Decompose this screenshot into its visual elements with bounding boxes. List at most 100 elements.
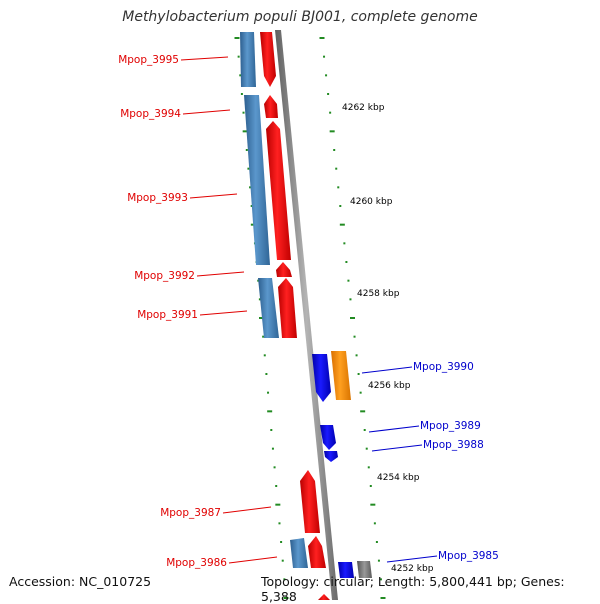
cds-mpop-3995-red <box>260 32 276 87</box>
cds-mpop-3989-darkblue <box>320 425 336 450</box>
leader-line <box>368 425 420 433</box>
tick-mark <box>249 186 252 189</box>
tick-mark <box>250 205 253 207</box>
tick-mark <box>379 578 382 581</box>
tick-mark <box>355 354 358 357</box>
gene-label[interactable]: Mpop_3986 <box>166 557 227 569</box>
leader-line <box>180 56 229 61</box>
tick-marks-right <box>319 37 386 599</box>
gene-label[interactable]: Mpop_3989 <box>420 420 481 432</box>
tick-mark <box>242 130 248 133</box>
tick-mark <box>281 559 284 562</box>
gene-label[interactable]: Mpop_3985 <box>438 550 499 562</box>
cds-mpop-3995-blue <box>240 32 256 87</box>
gene-label[interactable]: Mpop_3987 <box>160 507 221 519</box>
gene-label[interactable]: Mpop_3993 <box>127 192 188 204</box>
cds-next-red <box>318 594 330 600</box>
gene-label[interactable]: Mpop_3992 <box>134 270 195 282</box>
tick-mark <box>377 559 380 562</box>
tick-mark <box>247 167 250 170</box>
gene-label[interactable]: Mpop_3995 <box>118 54 179 66</box>
leader-line <box>228 556 278 564</box>
tick-mark <box>283 597 289 599</box>
tick-mark <box>280 541 283 543</box>
tick-mark <box>259 317 264 319</box>
tick-mark <box>347 279 350 282</box>
tick-mark <box>353 335 356 338</box>
tick-mark <box>363 429 366 431</box>
leader-line <box>189 193 238 199</box>
tick-mark <box>350 317 355 319</box>
left-track-blue <box>240 32 308 568</box>
leader-line <box>196 271 245 277</box>
cds-mpop-3985-gray <box>357 561 372 578</box>
cds-mpop-3994-red <box>264 95 278 118</box>
scale-label: 4254 kbp <box>377 473 420 483</box>
gene-label[interactable]: Mpop_3990 <box>413 361 474 373</box>
tick-mark <box>325 74 328 77</box>
tick-mark <box>271 447 274 450</box>
map-title: Methylobacterium populi BJ001, complete … <box>122 9 478 25</box>
tick-mark <box>283 578 286 581</box>
gene-label[interactable]: Mpop_3988 <box>423 439 484 451</box>
tick-mark <box>329 130 335 133</box>
tick-mark <box>380 597 386 599</box>
tick-mark <box>323 55 326 58</box>
tick-mark <box>273 466 276 469</box>
tick-mark <box>258 298 261 301</box>
cds-mpop-3985-darkblue <box>338 562 354 578</box>
tick-marks-left <box>234 37 289 599</box>
leader-line <box>361 366 413 374</box>
cds-mpop-3987-red <box>300 470 320 533</box>
leader-line <box>371 444 423 452</box>
tick-mark <box>343 242 346 245</box>
cds-mpop-3992-red <box>276 262 292 277</box>
tick-mark <box>369 485 372 487</box>
leader-line <box>199 310 248 316</box>
tick-mark <box>329 111 332 114</box>
cds-mpop-3988-darkblue <box>324 451 338 462</box>
cds-mpop-3994-blue <box>244 95 270 265</box>
tick-mark <box>234 37 240 39</box>
tick-mark <box>337 186 340 189</box>
tick-mark <box>239 74 242 77</box>
tick-mark <box>262 335 265 338</box>
tick-mark <box>357 373 360 375</box>
tick-mark <box>360 410 366 413</box>
tick-mark <box>263 354 266 357</box>
scale-label: 4260 kbp <box>350 197 393 207</box>
cds-mpop-3986-red <box>308 536 326 568</box>
tick-mark <box>267 410 273 413</box>
gene-labels: Mpop_3995 Mpop_3994 Mpop_3993 Mpop_3992 … <box>118 54 499 569</box>
tick-mark <box>335 167 338 170</box>
tick-mark <box>339 205 342 207</box>
genome-backbone <box>275 30 338 600</box>
cds-mpop-3990-darkblue <box>312 354 331 402</box>
tick-mark <box>278 522 281 525</box>
cds-mpop-3986-blue <box>290 538 308 568</box>
leader-line <box>386 555 438 563</box>
right-track <box>312 351 372 578</box>
cds-mpop-3991-blue <box>258 278 279 338</box>
left-track-red <box>260 32 330 600</box>
tick-mark <box>345 261 348 263</box>
tick-mark <box>242 111 245 114</box>
tick-mark <box>365 447 368 450</box>
scale-label: 4258 kbp <box>357 289 400 299</box>
tick-mark <box>267 391 270 394</box>
tick-mark <box>333 149 336 151</box>
cds-mpop-3990-orange <box>331 351 351 400</box>
tick-mark <box>245 149 248 151</box>
tick-mark <box>257 279 260 282</box>
gene-label[interactable]: Mpop_3991 <box>137 309 198 321</box>
tick-mark <box>373 522 376 525</box>
accession-text: Accession: NC_010725 <box>9 574 152 589</box>
tick-mark <box>270 429 273 431</box>
scale-label: 4262 kbp <box>342 103 385 113</box>
tick-mark <box>367 466 370 469</box>
leader-line <box>222 506 272 514</box>
gene-label[interactable]: Mpop_3994 <box>120 108 181 120</box>
tick-mark <box>275 503 281 506</box>
tick-mark <box>375 541 378 543</box>
